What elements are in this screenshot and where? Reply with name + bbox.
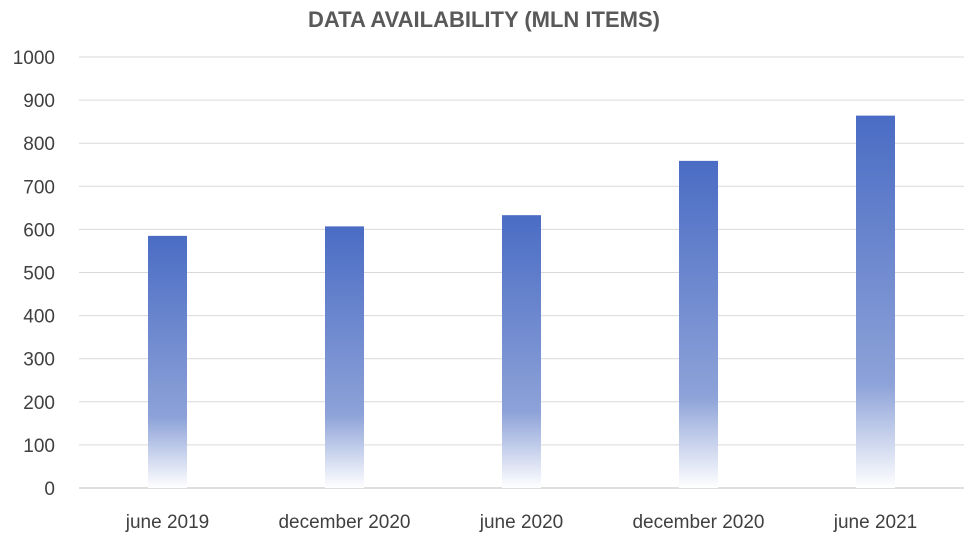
y-tick-label: 1000 bbox=[13, 48, 55, 69]
y-tick-label: 300 bbox=[23, 350, 55, 371]
x-tick-label: june 2021 bbox=[833, 512, 917, 533]
bar-2 bbox=[325, 226, 364, 488]
chart-title: DATA AVAILABILITY (MLN ITEMS) bbox=[308, 7, 660, 32]
y-tick-label: 500 bbox=[23, 264, 55, 285]
y-tick-label: 700 bbox=[23, 177, 55, 198]
y-tick-label: 0 bbox=[44, 479, 55, 500]
y-tick-label: 100 bbox=[23, 436, 55, 457]
bar-3 bbox=[502, 215, 541, 488]
y-tick-label: 800 bbox=[23, 134, 55, 155]
y-axis-ticks: 0 100 200 300 400 500 600 700 800 900 1000 bbox=[13, 48, 55, 500]
x-tick-label: june 2019 bbox=[125, 512, 209, 533]
y-tick-label: 900 bbox=[23, 91, 55, 112]
bar-5 bbox=[856, 115, 895, 488]
x-tick-label: december 2020 bbox=[278, 512, 410, 533]
y-tick-label: 400 bbox=[23, 307, 55, 328]
bars bbox=[148, 115, 895, 488]
y-tick-label: 200 bbox=[23, 393, 55, 414]
x-tick-label: june 2020 bbox=[479, 512, 563, 533]
x-tick-label: december 2020 bbox=[632, 512, 764, 533]
y-tick-label: 600 bbox=[23, 220, 55, 241]
bar-4 bbox=[679, 160, 718, 488]
bar-1 bbox=[148, 235, 187, 488]
x-axis-ticks: june 2019 december 2020 june 2020 december … bbox=[125, 512, 917, 533]
